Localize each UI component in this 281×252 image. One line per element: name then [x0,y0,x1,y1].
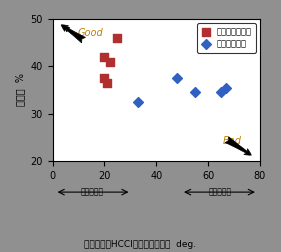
Y-axis label: 熱効率  %: 熱効率 % [15,73,25,106]
火花点火補助 [219,90,223,94]
パイロット軽油 [115,36,120,40]
Text: 制御性悪い: 制御性悪い [209,188,232,197]
Text: 制御性良い: 制御性良い [80,188,104,197]
火花点火補助 [224,86,228,90]
Text: Bad: Bad [223,136,242,146]
パイロット軽油 [105,81,109,85]
Legend: パイロット軽油, 火花点火補助: パイロット軽油, 火花点火補助 [197,23,256,53]
Text: 着火補助かHCCI発生までの期間  deg.: 着火補助かHCCI発生までの期間 deg. [84,240,197,249]
火花点火補助 [175,76,179,80]
Text: Good: Good [78,28,103,38]
パイロット軽油 [102,55,107,59]
火花点火補助 [193,90,197,94]
パイロット軽油 [107,59,112,64]
火花点火補助 [136,100,140,104]
パイロット軽油 [102,76,107,80]
